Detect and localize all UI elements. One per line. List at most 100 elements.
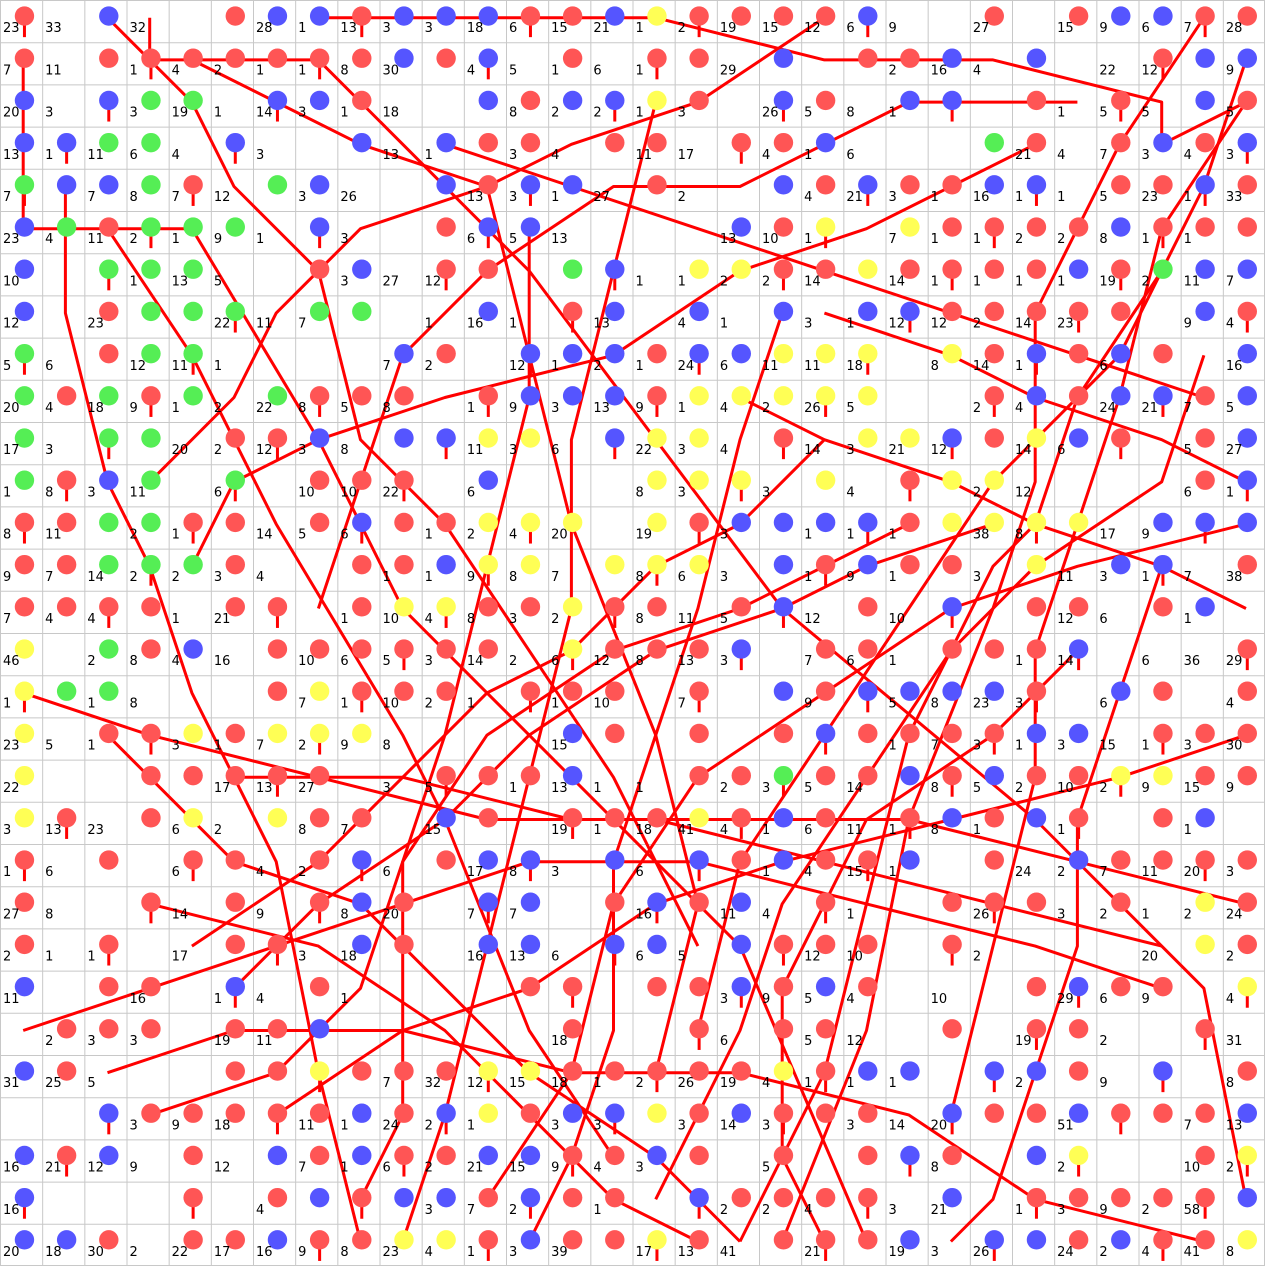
blue-piece[interactable] (731, 512, 751, 533)
blue-piece[interactable] (478, 48, 498, 68)
blue-piece[interactable] (900, 1230, 920, 1250)
red-piece[interactable] (562, 301, 583, 322)
blue-piece[interactable] (436, 1103, 456, 1123)
blue-piece[interactable] (520, 343, 541, 364)
green-piece[interactable] (183, 343, 203, 364)
red-piece[interactable] (1111, 892, 1131, 912)
green-piece[interactable] (225, 217, 245, 237)
green-piece[interactable] (141, 175, 161, 195)
red-piece[interactable] (858, 1230, 878, 1250)
red-piece[interactable] (1026, 90, 1047, 111)
blue-piece[interactable] (267, 6, 288, 26)
red-piece[interactable] (858, 639, 878, 659)
yellow-piece[interactable] (183, 723, 203, 744)
blue-piece[interactable] (1026, 1230, 1047, 1250)
blue-piece[interactable] (520, 934, 541, 955)
red-piece[interactable] (309, 512, 330, 533)
blue-piece[interactable] (1111, 1230, 1131, 1250)
blue-piece[interactable] (773, 597, 794, 617)
red-piece[interactable] (1237, 639, 1257, 659)
blue-piece[interactable] (520, 175, 541, 195)
blue-piece[interactable] (605, 259, 625, 279)
yellow-piece[interactable] (1026, 554, 1047, 575)
red-piece[interactable] (478, 175, 498, 195)
red-piece[interactable] (815, 765, 836, 786)
red-piece[interactable] (562, 1061, 583, 1081)
yellow-piece[interactable] (1237, 976, 1257, 997)
yellow-piece[interactable] (520, 512, 541, 533)
green-piece[interactable] (183, 217, 203, 237)
red-piece[interactable] (900, 259, 920, 279)
red-piece[interactable] (858, 934, 878, 955)
blue-piece[interactable] (1195, 301, 1215, 322)
red-piece[interactable] (14, 512, 35, 533)
red-piece[interactable] (267, 1103, 288, 1123)
blue-piece[interactable] (815, 132, 836, 153)
red-piece[interactable] (1026, 892, 1047, 912)
blue-piece[interactable] (731, 934, 751, 955)
red-piece[interactable] (773, 1230, 794, 1250)
yellow-piece[interactable] (689, 554, 709, 575)
red-piece[interactable] (1237, 301, 1257, 322)
green-piece[interactable] (183, 90, 203, 111)
yellow-piece[interactable] (605, 554, 625, 575)
red-piece[interactable] (731, 850, 751, 870)
yellow-piece[interactable] (942, 343, 962, 364)
red-piece[interactable] (815, 808, 836, 828)
red-piece[interactable] (99, 597, 119, 617)
red-piece[interactable] (1195, 1103, 1215, 1123)
red-piece[interactable] (225, 723, 245, 744)
red-piece[interactable] (478, 639, 498, 659)
green-piece[interactable] (99, 132, 119, 153)
blue-piece[interactable] (562, 90, 583, 111)
red-piece[interactable] (267, 48, 288, 68)
blue-piece[interactable] (900, 681, 920, 701)
red-piece[interactable] (394, 1145, 414, 1166)
blue-piece[interactable] (1237, 132, 1257, 153)
blue-piece[interactable] (1237, 386, 1257, 406)
blue-piece[interactable] (1153, 512, 1173, 533)
blue-piece[interactable] (562, 343, 583, 364)
blue-piece[interactable] (605, 934, 625, 955)
blue-piece[interactable] (309, 1019, 330, 1039)
red-piece[interactable] (56, 597, 77, 617)
red-piece[interactable] (900, 48, 920, 68)
yellow-piece[interactable] (309, 681, 330, 701)
red-piece[interactable] (1195, 1187, 1215, 1208)
red-piece[interactable] (689, 1103, 709, 1123)
red-piece[interactable] (520, 976, 541, 997)
green-piece[interactable] (14, 428, 35, 448)
blue-piece[interactable] (56, 1230, 77, 1250)
red-piece[interactable] (309, 386, 330, 406)
blue-piece[interactable] (14, 90, 35, 111)
red-piece[interactable] (267, 428, 288, 448)
red-piece[interactable] (520, 90, 541, 111)
blue-piece[interactable] (1068, 976, 1089, 997)
blue-piece[interactable] (984, 1230, 1004, 1250)
blue-piece[interactable] (773, 175, 794, 195)
blue-piece[interactable] (1153, 132, 1173, 153)
red-piece[interactable] (1195, 1019, 1215, 1039)
red-piece[interactable] (605, 892, 625, 912)
red-piece[interactable] (56, 512, 77, 533)
red-piece[interactable] (689, 723, 709, 744)
green-piece[interactable] (141, 343, 161, 364)
blue-piece[interactable] (1068, 1103, 1089, 1123)
yellow-piece[interactable] (858, 259, 878, 279)
blue-piece[interactable] (1068, 723, 1089, 744)
green-piece[interactable] (99, 554, 119, 575)
blue-piece[interactable] (436, 132, 456, 153)
red-piece[interactable] (352, 554, 372, 575)
blue-piece[interactable] (900, 301, 920, 322)
blue-piece[interactable] (14, 259, 35, 279)
green-piece[interactable] (183, 554, 203, 575)
blue-piece[interactable] (478, 217, 498, 237)
red-piece[interactable] (647, 386, 667, 406)
blue-piece[interactable] (858, 175, 878, 195)
blue-piece[interactable] (267, 90, 288, 111)
green-piece[interactable] (183, 386, 203, 406)
blue-piece[interactable] (773, 301, 794, 322)
blue-piece[interactable] (225, 976, 245, 997)
red-piece[interactable] (900, 512, 920, 533)
yellow-piece[interactable] (689, 808, 709, 828)
